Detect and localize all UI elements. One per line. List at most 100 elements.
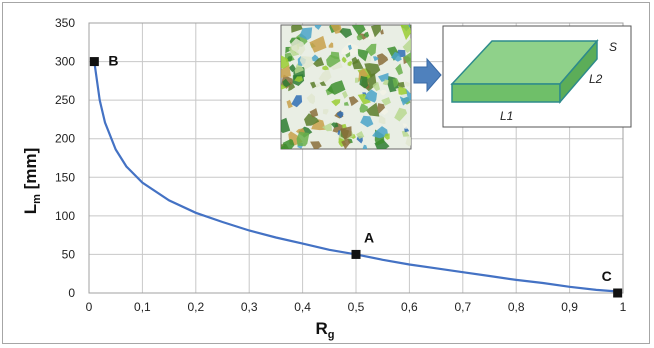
glass-chip xyxy=(322,65,329,71)
chart-svg: 0 50 100 150 200 250 300 350 0 0,1 0,2 0,3 0,4 0,5 0,… xyxy=(21,16,632,341)
right-arrow-icon xyxy=(413,57,442,93)
glass-chip xyxy=(377,103,385,114)
glass-chip xyxy=(282,78,291,89)
y-tick-label: 50 xyxy=(62,247,76,261)
x-tick-label: 0,3 xyxy=(241,300,258,314)
x-axis-title: Rg xyxy=(315,319,334,341)
glass-chip xyxy=(331,122,339,128)
y-tick-label: 150 xyxy=(55,170,75,184)
glass-chip xyxy=(294,76,303,83)
x-tick-label: 0,5 xyxy=(348,300,365,314)
glass-chip xyxy=(365,55,372,64)
dim-s-label: S xyxy=(609,40,617,54)
glass-chip xyxy=(318,68,332,83)
glass-chip xyxy=(402,38,411,54)
flake-box-icon: S L2 L1 xyxy=(442,25,632,128)
glass-chip xyxy=(402,123,409,129)
labeled-points: B A C xyxy=(89,53,623,298)
glass-chip xyxy=(310,141,322,149)
chart-frame: 0 50 100 150 200 250 300 350 0 0,1 0,2 0,3 0,4 0,5 0,… xyxy=(2,2,650,344)
glass-chip xyxy=(404,81,410,87)
glass-cullet-photo xyxy=(280,24,412,150)
glass-chip xyxy=(356,48,369,62)
y-tick-labels: 0 50 100 150 200 250 300 350 xyxy=(55,16,75,300)
point-marker-a xyxy=(351,249,361,259)
glass-chip xyxy=(362,144,368,149)
glass-chip xyxy=(364,89,378,103)
glass-chip xyxy=(281,117,291,134)
glass-chip xyxy=(304,113,320,126)
glass-chip xyxy=(311,119,326,131)
glass-chip xyxy=(310,81,317,89)
x-tick-label: 0,1 xyxy=(134,300,151,314)
glass-chip xyxy=(291,25,303,33)
point-label-c: C xyxy=(602,268,612,284)
x-tick-label: 0 xyxy=(86,300,93,314)
point-marker-c xyxy=(613,288,623,298)
glass-chip xyxy=(341,56,347,63)
series-line xyxy=(93,61,618,293)
glass-chip xyxy=(347,44,352,51)
x-tick-label: 0,8 xyxy=(508,300,525,314)
glass-chip xyxy=(400,25,411,41)
y-tick-label: 200 xyxy=(55,132,75,146)
point-marker-b xyxy=(89,57,99,67)
glass-chip xyxy=(392,78,400,88)
glass-chip xyxy=(286,99,293,109)
x-tick-label: 0,6 xyxy=(401,300,418,314)
glass-chip xyxy=(336,111,344,119)
glass-chip xyxy=(299,27,313,40)
glass-chip xyxy=(372,126,389,139)
glass-chip xyxy=(281,55,290,69)
glass-chip xyxy=(309,35,327,53)
y-tick-label: 350 xyxy=(55,16,75,30)
dim-l1-label: L1 xyxy=(500,109,513,123)
glass-chip xyxy=(294,63,304,74)
glass-chip xyxy=(365,102,380,117)
glass-chip xyxy=(348,96,359,107)
point-label-a: A xyxy=(364,229,374,245)
y-axis-title: Lm [mm] xyxy=(21,148,43,214)
glass-chip xyxy=(314,25,322,30)
glass-chip xyxy=(328,42,334,48)
glass-chip xyxy=(372,81,381,92)
glass-chip xyxy=(397,81,405,89)
glass-chip xyxy=(288,64,296,73)
x-tick-label: 0,9 xyxy=(561,300,578,314)
glass-chip xyxy=(382,79,389,86)
x-tick-label: 0,4 xyxy=(294,300,311,314)
x-tick-label: 0,2 xyxy=(187,300,204,314)
glass-chip xyxy=(291,95,303,108)
glass-chip xyxy=(398,86,408,95)
glass-chip xyxy=(373,56,379,62)
glass-chip xyxy=(331,99,341,107)
y-tick-label: 250 xyxy=(55,93,75,107)
plot-area xyxy=(88,22,624,294)
point-label-b: B xyxy=(108,53,118,69)
glass-chip xyxy=(405,136,411,147)
dim-l2-label: L2 xyxy=(589,72,603,86)
glass-chip xyxy=(359,103,368,113)
glass-chip xyxy=(299,56,314,70)
glass-chip xyxy=(383,133,390,140)
glass-chip xyxy=(342,90,348,99)
glass-chip xyxy=(357,93,371,105)
glass-chip xyxy=(319,81,327,86)
glass-chip xyxy=(360,115,374,128)
glass-chip xyxy=(351,56,359,65)
glass-chip xyxy=(395,63,403,76)
glass-chip xyxy=(351,25,366,36)
glass-chip xyxy=(403,52,411,69)
glass-chip xyxy=(281,84,287,90)
glass-chip xyxy=(306,93,315,105)
glass-chip xyxy=(356,34,363,41)
glass-chip xyxy=(340,126,352,141)
glass-chip xyxy=(296,131,310,147)
glass-chip xyxy=(322,109,329,115)
glass-chip xyxy=(380,29,384,35)
glass-chip xyxy=(345,52,351,58)
glass-chip xyxy=(322,122,332,132)
y-tick-label: 0 xyxy=(68,286,75,300)
glass-chip xyxy=(282,139,295,149)
glass-chip xyxy=(394,107,408,122)
